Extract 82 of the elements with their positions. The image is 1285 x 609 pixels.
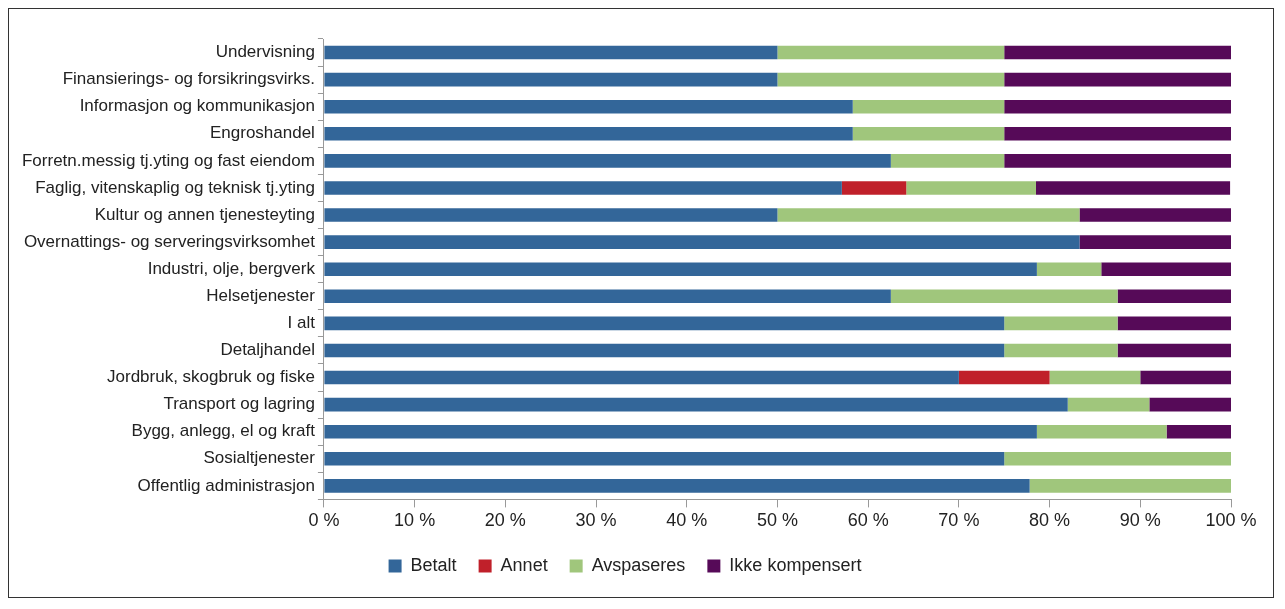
legend-label: Avspaseres — [591, 554, 686, 575]
bar — [324, 370, 959, 385]
legend-label: Betalt — [410, 554, 457, 575]
bar — [324, 289, 891, 304]
x-tick-label: 0 % — [308, 510, 340, 531]
bar — [1004, 343, 1118, 358]
y-tick-label: Overnattings- og serveringsvirksomhet — [23, 231, 316, 251]
bar — [1036, 424, 1167, 439]
y-tick-label: Industri, olje, bergverk — [147, 258, 316, 278]
bar — [324, 424, 1037, 439]
bar — [324, 235, 1080, 249]
bar — [1117, 343, 1231, 358]
bar — [1029, 479, 1231, 493]
bar — [1004, 45, 1231, 60]
x-tick-label: 80 % — [1029, 510, 1071, 531]
bar — [1166, 424, 1231, 439]
bar — [324, 479, 1030, 493]
bar — [1004, 154, 1231, 168]
bar — [1004, 99, 1231, 114]
y-tick-label: Detaljhandel — [220, 340, 315, 360]
bar — [324, 316, 1005, 331]
bar — [324, 45, 778, 60]
bar — [1117, 289, 1231, 304]
bar — [324, 343, 1005, 358]
x-tick-label: 100 % — [1205, 510, 1257, 531]
x-tick-label: 70 % — [938, 510, 980, 531]
x-tick-label: 50 % — [756, 510, 798, 531]
x-tick-label: 30 % — [575, 510, 617, 531]
bar — [906, 181, 1036, 195]
bar — [1079, 235, 1231, 249]
bar — [1004, 127, 1231, 141]
y-tick-label: Transport og lagring — [163, 394, 315, 414]
bar — [777, 45, 1005, 60]
bar — [324, 181, 842, 195]
bar — [1079, 208, 1231, 222]
legend-label: Ikke kompensert — [729, 554, 862, 575]
bar — [324, 208, 778, 222]
bar — [1149, 397, 1231, 412]
bar — [1004, 316, 1118, 331]
x-tick-label: 40 % — [666, 510, 708, 531]
y-tick-label: Faglig, vitenskaplig og teknisk tj.yting — [35, 177, 315, 197]
bar — [1004, 452, 1231, 466]
x-tick-label: 20 % — [484, 510, 526, 531]
bar — [1049, 370, 1141, 385]
y-tick-label: Engroshandel — [209, 123, 315, 143]
y-tick-label: Bygg, anlegg, el og kraft — [131, 421, 316, 441]
legend-label: Annet — [500, 554, 548, 575]
bar — [1036, 262, 1102, 276]
bar — [1140, 370, 1231, 385]
y-tick-label: Helsetjenester — [206, 285, 316, 305]
x-tick-label: 60 % — [847, 510, 889, 531]
bar — [324, 127, 853, 141]
bar — [890, 289, 1118, 304]
y-tick-label: Kultur og annen tjenesteyting — [94, 204, 315, 224]
y-tick-label: Jordbruk, skogbruk og fiske — [107, 367, 315, 387]
bar — [958, 370, 1050, 385]
bar — [324, 452, 1005, 466]
x-tick-label: 10 % — [394, 510, 436, 531]
bar — [324, 72, 778, 87]
bar — [1004, 72, 1231, 87]
bar — [1035, 181, 1231, 195]
y-tick-label: I alt — [287, 313, 316, 333]
bar — [324, 397, 1068, 412]
bar — [324, 99, 853, 114]
y-tick-label: Informasjon og kommunikasjon — [79, 96, 315, 116]
bar — [852, 127, 1005, 141]
bar — [1117, 316, 1231, 331]
y-tick-label: Finansierings- og forsikringsvirks. — [62, 69, 315, 89]
bar — [777, 208, 1080, 222]
bar — [890, 154, 1005, 168]
bar — [1067, 397, 1150, 412]
y-tick-label: Offentlig administrasjon — [137, 475, 315, 495]
bar — [324, 262, 1037, 276]
y-tick-label: Undervisning — [215, 42, 315, 62]
y-tick-label: Sosialtjenester — [203, 448, 316, 468]
y-tick-label: Forretn.messig tj.yting og fast eiendom — [21, 150, 315, 170]
bar — [777, 72, 1005, 87]
x-tick-label: 90 % — [1119, 510, 1161, 531]
bar — [852, 99, 1005, 114]
bar — [841, 181, 907, 195]
bar — [324, 154, 891, 168]
bar — [1101, 262, 1231, 276]
